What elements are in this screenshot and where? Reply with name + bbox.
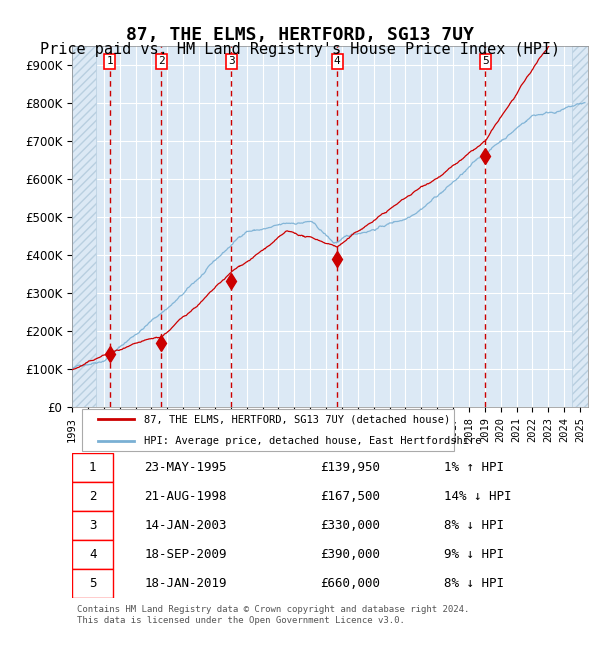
Text: 5: 5 bbox=[89, 577, 97, 590]
Text: 8% ↓ HPI: 8% ↓ HPI bbox=[443, 577, 503, 590]
FancyBboxPatch shape bbox=[72, 482, 113, 511]
Text: £390,000: £390,000 bbox=[320, 548, 380, 561]
FancyBboxPatch shape bbox=[72, 453, 113, 482]
Text: 18-JAN-2019: 18-JAN-2019 bbox=[144, 577, 227, 590]
Text: 9% ↓ HPI: 9% ↓ HPI bbox=[443, 548, 503, 561]
Text: 1: 1 bbox=[106, 57, 113, 66]
FancyBboxPatch shape bbox=[72, 569, 113, 597]
Text: 2: 2 bbox=[89, 490, 97, 503]
Text: 3: 3 bbox=[228, 57, 235, 66]
Text: £139,950: £139,950 bbox=[320, 461, 380, 474]
Text: £167,500: £167,500 bbox=[320, 490, 380, 503]
Text: 2: 2 bbox=[158, 57, 165, 66]
Text: 14% ↓ HPI: 14% ↓ HPI bbox=[443, 490, 511, 503]
Text: £330,000: £330,000 bbox=[320, 519, 380, 532]
Text: 14-JAN-2003: 14-JAN-2003 bbox=[144, 519, 227, 532]
Text: Contains HM Land Registry data © Crown copyright and database right 2024.
This d: Contains HM Land Registry data © Crown c… bbox=[77, 605, 470, 625]
Text: HPI: Average price, detached house, East Hertfordshire: HPI: Average price, detached house, East… bbox=[144, 436, 482, 445]
Text: 21-AUG-1998: 21-AUG-1998 bbox=[144, 490, 227, 503]
Text: 23-MAY-1995: 23-MAY-1995 bbox=[144, 461, 227, 474]
Text: 87, THE ELMS, HERTFORD, SG13 7UY (detached house): 87, THE ELMS, HERTFORD, SG13 7UY (detach… bbox=[144, 415, 451, 424]
Text: 87, THE ELMS, HERTFORD, SG13 7UY: 87, THE ELMS, HERTFORD, SG13 7UY bbox=[126, 26, 474, 44]
Text: 1: 1 bbox=[89, 461, 97, 474]
Text: 4: 4 bbox=[89, 548, 97, 561]
Text: £660,000: £660,000 bbox=[320, 577, 380, 590]
FancyBboxPatch shape bbox=[72, 540, 113, 569]
Bar bbox=[72, 46, 96, 407]
Text: 1% ↑ HPI: 1% ↑ HPI bbox=[443, 461, 503, 474]
Text: 18-SEP-2009: 18-SEP-2009 bbox=[144, 548, 227, 561]
Text: 3: 3 bbox=[89, 519, 97, 532]
Text: 8% ↓ HPI: 8% ↓ HPI bbox=[443, 519, 503, 532]
FancyBboxPatch shape bbox=[82, 410, 454, 450]
Text: Price paid vs. HM Land Registry's House Price Index (HPI): Price paid vs. HM Land Registry's House … bbox=[40, 42, 560, 57]
FancyBboxPatch shape bbox=[72, 511, 113, 540]
Text: 5: 5 bbox=[482, 57, 489, 66]
Text: 4: 4 bbox=[334, 57, 341, 66]
